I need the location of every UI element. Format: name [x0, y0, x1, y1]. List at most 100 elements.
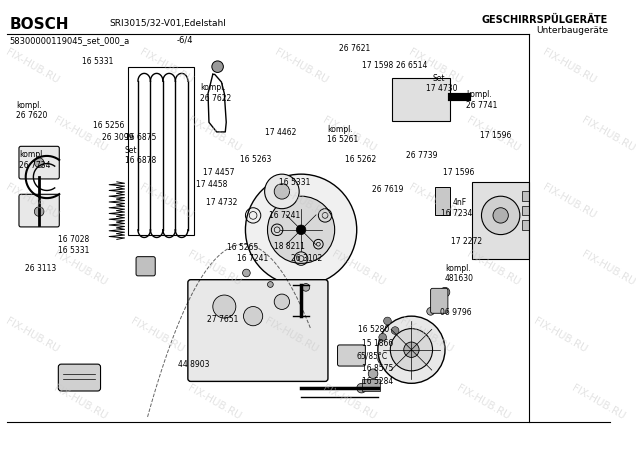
Text: FIX-HUB.RU: FIX-HUB.RU — [4, 316, 60, 355]
Text: FIX-HUB.RU: FIX-HUB.RU — [273, 182, 329, 220]
Bar — [472, 182, 529, 259]
Text: FIX-HUB.RU: FIX-HUB.RU — [407, 182, 464, 220]
Circle shape — [34, 158, 44, 167]
Text: 16 7234: 16 7234 — [441, 209, 473, 218]
Text: 26 7622: 26 7622 — [200, 94, 232, 103]
Circle shape — [268, 196, 335, 263]
Circle shape — [481, 196, 520, 234]
Text: kompl.: kompl. — [466, 90, 492, 99]
Text: 16 6875: 16 6875 — [125, 133, 156, 142]
Text: kompl.: kompl. — [16, 100, 42, 109]
Bar — [128, 67, 193, 234]
Text: FIX-HUB.RU: FIX-HUB.RU — [186, 115, 243, 153]
Text: 15 1866: 15 1866 — [361, 339, 393, 348]
Circle shape — [296, 225, 306, 234]
Text: 26 7741: 26 7741 — [466, 100, 497, 109]
FancyBboxPatch shape — [19, 194, 59, 227]
Text: kompl.: kompl. — [19, 150, 45, 159]
Text: 17 4462: 17 4462 — [265, 128, 296, 137]
Text: 16 7028: 16 7028 — [59, 235, 90, 244]
Bar — [363, 379, 380, 391]
Text: Set: Set — [432, 74, 445, 83]
Text: 481630: 481630 — [445, 274, 474, 283]
Circle shape — [268, 282, 273, 288]
Text: 26 3102: 26 3102 — [291, 254, 322, 263]
Circle shape — [493, 208, 508, 223]
Text: FIX-HUB.RU: FIX-HUB.RU — [532, 316, 588, 355]
Text: 17 4458: 17 4458 — [195, 180, 227, 189]
Bar — [522, 220, 529, 230]
Text: 26 7619: 26 7619 — [372, 185, 403, 194]
Text: FIX-HUB.RU: FIX-HUB.RU — [407, 47, 464, 86]
Circle shape — [391, 327, 399, 334]
Text: 16 5280: 16 5280 — [357, 325, 389, 334]
FancyBboxPatch shape — [188, 280, 328, 382]
Text: GESCHIRRSPÜLGERÄTE: GESCHIRRSPÜLGERÄTE — [482, 15, 608, 25]
Text: 26 7739: 26 7739 — [406, 151, 437, 160]
FancyBboxPatch shape — [19, 146, 59, 179]
Text: FIX-HUB.RU: FIX-HUB.RU — [263, 316, 320, 355]
FancyBboxPatch shape — [431, 288, 448, 313]
Text: 16 7241: 16 7241 — [237, 254, 268, 263]
Circle shape — [378, 316, 445, 383]
Text: 65/85°C: 65/85°C — [357, 352, 388, 361]
Text: FIX-HUB.RU: FIX-HUB.RU — [186, 249, 243, 288]
Circle shape — [391, 328, 432, 371]
Text: FIX-HUB.RU: FIX-HUB.RU — [465, 115, 522, 153]
Circle shape — [378, 355, 387, 364]
Text: FIX-HUB.RU: FIX-HUB.RU — [129, 316, 186, 355]
Bar — [522, 191, 529, 201]
Text: 16 5331: 16 5331 — [82, 58, 114, 67]
Text: 16 5265: 16 5265 — [227, 243, 259, 252]
Text: 16 5331: 16 5331 — [279, 178, 310, 187]
Text: SRI3015/32-V01,Edelstahl: SRI3015/32-V01,Edelstahl — [109, 19, 226, 28]
Text: FIX-HUB.RU: FIX-HUB.RU — [52, 383, 109, 422]
Text: -6/4: -6/4 — [176, 36, 193, 45]
Text: 58300000119045_set_000_a: 58300000119045_set_000_a — [10, 36, 130, 45]
FancyBboxPatch shape — [59, 364, 100, 391]
Text: FIX-HUB.RU: FIX-HUB.RU — [570, 383, 627, 422]
Text: 17 1596: 17 1596 — [480, 131, 511, 140]
Text: 16 6878: 16 6878 — [125, 156, 156, 165]
Text: FIX-HUB.RU: FIX-HUB.RU — [273, 47, 329, 86]
Text: FIX-HUB.RU: FIX-HUB.RU — [139, 182, 195, 220]
Text: BOSCH: BOSCH — [10, 17, 69, 32]
Circle shape — [242, 269, 250, 277]
Text: kompl.: kompl. — [327, 125, 353, 134]
Text: 17 1596: 17 1596 — [443, 168, 474, 177]
Text: 16 5262: 16 5262 — [345, 155, 377, 164]
Text: FIX-HUB.RU: FIX-HUB.RU — [541, 47, 598, 86]
Circle shape — [212, 61, 223, 72]
Text: 16 5284: 16 5284 — [361, 377, 393, 386]
Text: 18 8211: 18 8211 — [274, 242, 305, 251]
Circle shape — [302, 284, 310, 291]
Text: FIX-HUB.RU: FIX-HUB.RU — [330, 249, 387, 288]
Text: 44 8903: 44 8903 — [178, 360, 210, 369]
Text: FIX-HUB.RU: FIX-HUB.RU — [139, 47, 195, 86]
Text: 26 7620: 26 7620 — [16, 111, 48, 120]
Text: kompl.: kompl. — [445, 264, 471, 273]
Circle shape — [379, 333, 387, 341]
Text: 16 8575: 16 8575 — [361, 364, 393, 373]
Text: 16 5331: 16 5331 — [59, 247, 90, 256]
Text: FIX-HUB.RU: FIX-HUB.RU — [4, 182, 60, 220]
Text: Set: Set — [125, 146, 137, 155]
Text: FIX-HUB.RU: FIX-HUB.RU — [52, 249, 109, 288]
Text: 26 6514: 26 6514 — [396, 61, 427, 70]
Text: FIX-HUB.RU: FIX-HUB.RU — [580, 115, 636, 153]
Circle shape — [265, 174, 299, 209]
Text: 06 9796: 06 9796 — [440, 308, 472, 317]
Text: FIX-HUB.RU: FIX-HUB.RU — [321, 115, 377, 153]
Circle shape — [427, 307, 434, 315]
Text: kompl.: kompl. — [200, 83, 226, 92]
Text: 26 3099: 26 3099 — [102, 133, 133, 142]
Text: 4nF: 4nF — [453, 198, 467, 207]
Circle shape — [404, 342, 419, 357]
Text: FIX-HUB.RU: FIX-HUB.RU — [541, 182, 598, 220]
Circle shape — [357, 383, 366, 393]
Text: 16 5263: 16 5263 — [240, 155, 271, 164]
Text: FIX-HUB.RU: FIX-HUB.RU — [398, 316, 454, 355]
Text: 17 1598: 17 1598 — [361, 61, 393, 70]
FancyBboxPatch shape — [338, 345, 365, 366]
Circle shape — [384, 317, 391, 325]
